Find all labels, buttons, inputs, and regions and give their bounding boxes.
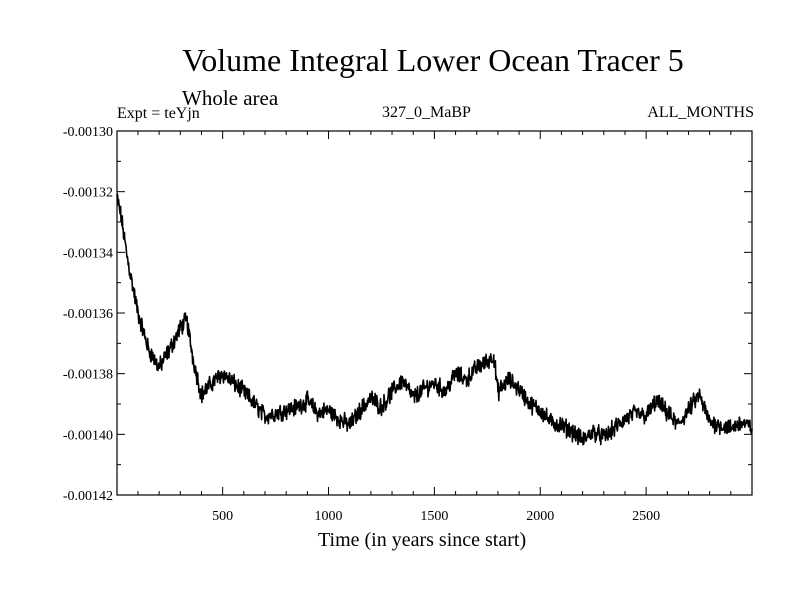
period-label: 327_0_MaBP	[382, 104, 471, 121]
y-tick-label: -0.00136	[63, 307, 113, 322]
plot-frame	[116, 130, 753, 496]
y-tick-label: -0.00130	[63, 125, 113, 140]
x-tick-label: 2000	[526, 509, 554, 524]
chart-subtitle: Whole area	[182, 86, 279, 110]
months-label: ALL_MONTHS	[647, 104, 754, 121]
x-tick-label: 1500	[420, 509, 448, 524]
x-axis-label: Time (in years since start)	[318, 529, 527, 551]
experiment-label: Expt = teYjn	[117, 105, 200, 122]
y-tick-label: -0.00134	[63, 246, 113, 261]
data-series-line	[116, 193, 753, 446]
x-tick-label: 2500	[632, 509, 660, 524]
chart-title: Volume Integral Lower Ocean Tracer 5	[182, 42, 684, 78]
axis-ticks	[117, 130, 752, 496]
x-tick-label: 1000	[315, 509, 343, 524]
y-tick-label: -0.00138	[63, 368, 113, 383]
y-tick-label: -0.00132	[63, 186, 113, 201]
x-tick-label: 500	[212, 509, 233, 524]
y-tick-label: -0.00140	[63, 428, 113, 443]
axis-tick-labels: -0.00130 -0.00132 -0.00134 -0.00136 -0.00138…	[63, 125, 660, 524]
y-tick-label: -0.00142	[63, 489, 113, 504]
